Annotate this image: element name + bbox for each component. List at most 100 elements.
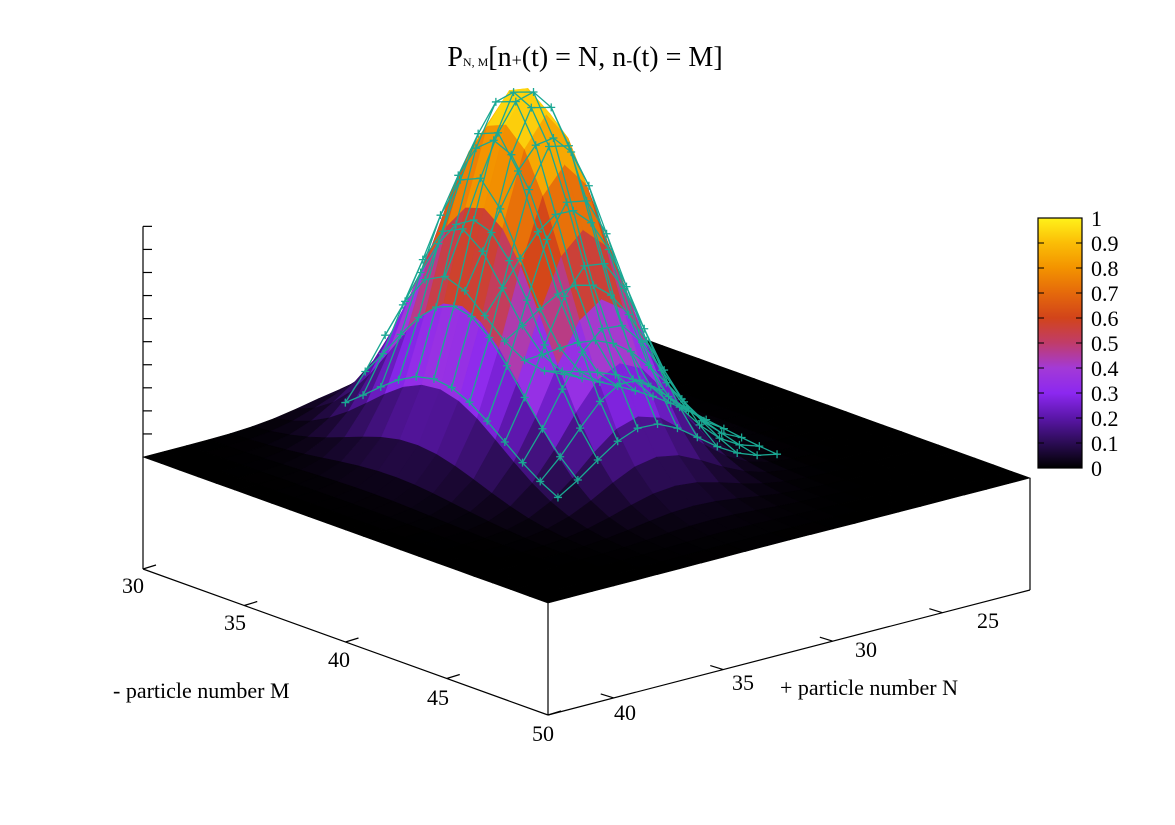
wire-marker bbox=[600, 259, 609, 268]
wire-marker bbox=[412, 372, 421, 381]
wire-marker bbox=[553, 290, 562, 299]
colorbar-tick-label: 0.7 bbox=[1091, 281, 1119, 306]
wire-marker bbox=[680, 397, 689, 406]
n-tick bbox=[819, 636, 833, 642]
wire-marker bbox=[420, 275, 429, 284]
wire-marker bbox=[540, 366, 549, 375]
wire-marker bbox=[434, 239, 443, 248]
wire-marker bbox=[376, 382, 385, 391]
wire-marker bbox=[582, 196, 591, 205]
wire-marker bbox=[664, 392, 673, 401]
colorbar-tick-label: 0.8 bbox=[1091, 256, 1119, 281]
wire-marker bbox=[452, 220, 461, 229]
wire-marker bbox=[675, 403, 684, 412]
m-axis-title: - particle number M bbox=[113, 678, 290, 703]
wire-marker bbox=[598, 324, 607, 333]
wire-marker bbox=[595, 378, 604, 387]
wire-marker bbox=[436, 211, 445, 220]
n-tick bbox=[710, 664, 724, 671]
wire-marker bbox=[549, 133, 558, 142]
wire-marker bbox=[653, 419, 662, 428]
wire-marker bbox=[361, 367, 370, 376]
wire-marker bbox=[416, 268, 425, 277]
wire-marker bbox=[556, 452, 565, 461]
wire-marker bbox=[432, 303, 441, 312]
title-subscript: N, M bbox=[463, 55, 489, 69]
wire-marker bbox=[491, 97, 500, 106]
wire-marker bbox=[755, 442, 764, 451]
wire-marker bbox=[593, 368, 602, 377]
wire-line bbox=[521, 324, 742, 464]
wire-marker bbox=[414, 313, 423, 322]
wire-marker bbox=[584, 181, 593, 190]
m-tick bbox=[547, 710, 562, 716]
colorbar-tick-label: 0.6 bbox=[1091, 306, 1119, 331]
wire-marker bbox=[516, 254, 525, 263]
wireframe-overlay bbox=[341, 87, 782, 502]
wire-marker bbox=[606, 291, 615, 300]
wire-marker bbox=[624, 310, 633, 319]
wire-marker bbox=[542, 235, 551, 244]
wire-marker bbox=[536, 477, 545, 486]
wire-marker bbox=[609, 339, 618, 348]
wire-marker bbox=[573, 475, 582, 484]
title-body-3: (t) = M] bbox=[632, 42, 722, 73]
wire-marker bbox=[640, 324, 649, 333]
n-tick bbox=[600, 693, 614, 699]
wire-marker bbox=[454, 171, 463, 180]
colorbar-tick-label: 0.1 bbox=[1091, 431, 1119, 456]
wire-marker bbox=[702, 415, 711, 424]
wire-marker bbox=[560, 292, 569, 301]
wire-marker bbox=[737, 433, 746, 442]
wire-marker bbox=[613, 437, 622, 446]
m-tick bbox=[244, 600, 258, 607]
wire-marker bbox=[553, 493, 562, 502]
wire-marker bbox=[527, 103, 536, 112]
wire-marker bbox=[638, 338, 647, 347]
wire-marker bbox=[505, 256, 514, 265]
m-tick-label: 35 bbox=[224, 610, 246, 635]
wire-marker bbox=[381, 331, 390, 340]
wire-marker bbox=[341, 398, 350, 407]
wire-marker bbox=[465, 398, 474, 407]
wire-marker bbox=[593, 456, 602, 465]
wire-marker bbox=[509, 88, 518, 97]
wire-marker bbox=[556, 343, 565, 352]
m-axis-ticks: 30 35 40 45 50 bbox=[122, 573, 554, 746]
wire-marker bbox=[518, 321, 527, 330]
wire-marker bbox=[629, 375, 638, 384]
title-body-2: (t) = N, n bbox=[522, 42, 626, 73]
wire-marker bbox=[649, 392, 658, 401]
wire-marker bbox=[715, 434, 724, 443]
wire-marker bbox=[511, 97, 520, 106]
wire-marker bbox=[578, 374, 587, 383]
wire-marker bbox=[547, 103, 556, 112]
wire-marker bbox=[573, 338, 582, 347]
wire-marker bbox=[440, 272, 449, 281]
wire-line bbox=[433, 91, 654, 397]
wire-marker bbox=[571, 281, 580, 290]
wire-marker bbox=[580, 261, 589, 270]
wire-marker bbox=[655, 385, 664, 394]
wire-marker bbox=[773, 450, 782, 459]
wire-marker bbox=[633, 424, 642, 433]
wire-marker bbox=[735, 440, 744, 449]
colorbar-tick-label: 0.9 bbox=[1091, 231, 1119, 256]
wire-marker bbox=[359, 391, 368, 400]
wire-marker bbox=[496, 204, 505, 213]
m-tick-label: 50 bbox=[532, 721, 554, 746]
wire-marker bbox=[525, 185, 534, 194]
wire-marker bbox=[429, 374, 438, 383]
colorbar-tick-label: 1 bbox=[1091, 206, 1102, 231]
wire-marker bbox=[564, 141, 573, 150]
wire-marker bbox=[644, 361, 653, 370]
wire-line bbox=[380, 177, 601, 388]
m-tick-label: 40 bbox=[328, 647, 350, 672]
wire-marker bbox=[471, 144, 480, 153]
wire-marker bbox=[456, 175, 465, 184]
wire-marker bbox=[520, 393, 529, 402]
wire-marker bbox=[478, 247, 487, 256]
wire-line bbox=[362, 228, 583, 396]
wire-marker bbox=[733, 448, 742, 457]
title-body-1: [n bbox=[488, 42, 511, 73]
